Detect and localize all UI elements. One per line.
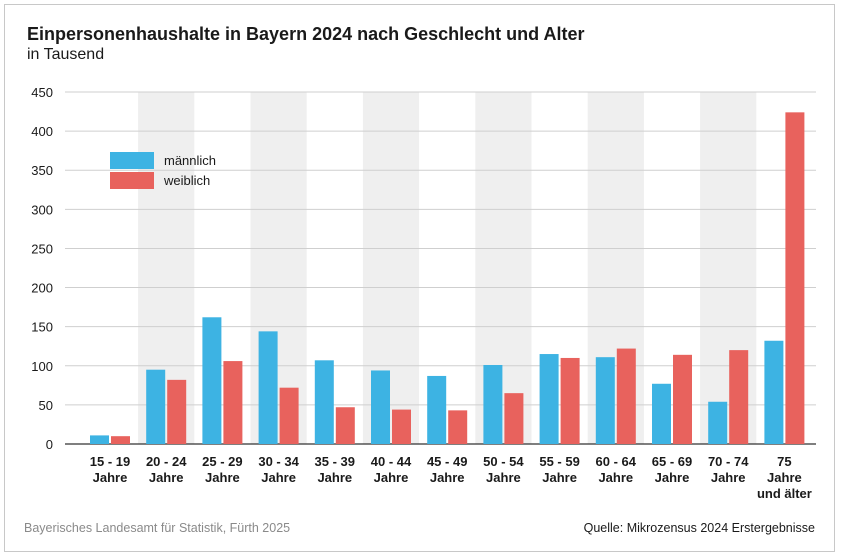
publisher-note: Bayerisches Landesamt für Statistik, Für…	[24, 521, 291, 535]
x-tick-label: 75	[777, 454, 791, 469]
x-tick-label: Jahre	[655, 470, 690, 485]
y-tick-label: 0	[46, 437, 53, 452]
y-tick-label: 100	[31, 359, 53, 374]
legend-label-maennlich: männlich	[164, 153, 216, 168]
bar-weiblich	[223, 361, 243, 444]
legend-swatch-maennlich	[110, 152, 154, 169]
legend-label-weiblich: weiblich	[163, 173, 210, 188]
x-tick-label: 50 - 54	[483, 454, 524, 469]
bar-weiblich	[504, 393, 524, 444]
bar-maennlich	[483, 364, 503, 444]
x-tick-label: 15 - 19	[90, 454, 130, 469]
bar-maennlich	[90, 435, 109, 444]
y-tick-label: 200	[31, 281, 53, 296]
legend-swatch-weiblich	[110, 172, 154, 189]
chart-subtitle: in Tausend	[27, 46, 105, 63]
x-tick-label: 60 - 64	[596, 454, 637, 469]
bar-maennlich	[427, 375, 447, 444]
x-tick-label: Jahre	[317, 470, 352, 485]
bar-maennlich	[595, 357, 615, 444]
x-tick-label: 30 - 34	[258, 454, 299, 469]
x-tick-label: Jahre	[430, 470, 465, 485]
bar-weiblich	[729, 350, 749, 444]
bar-maennlich	[258, 331, 278, 444]
bar-maennlich	[314, 360, 334, 444]
bar-weiblich	[616, 348, 636, 444]
x-tick-label: 35 - 39	[315, 454, 355, 469]
bar-weiblich	[111, 436, 130, 444]
bar-weiblich	[392, 409, 411, 444]
chart-title: Einpersonenhaushalte in Bayern 2024 nach…	[27, 24, 585, 44]
bar-weiblich	[785, 112, 805, 445]
bar-weiblich	[673, 354, 692, 444]
x-tick-label: 65 - 69	[652, 454, 692, 469]
x-tick-label: Jahre	[542, 470, 577, 485]
y-tick-label: 300	[31, 202, 53, 217]
bar-weiblich	[448, 410, 468, 444]
bar-maennlich	[146, 369, 166, 444]
y-tick-label: 450	[31, 85, 53, 100]
x-tick-label: 45 - 49	[427, 454, 467, 469]
x-tick-label: und älter	[757, 486, 812, 501]
bar-weiblich	[279, 387, 299, 444]
bar-maennlich	[539, 354, 559, 444]
x-tick-label: Jahre	[205, 470, 240, 485]
y-tick-label: 250	[31, 241, 53, 256]
x-tick-label: Jahre	[93, 470, 128, 485]
bar-maennlich	[708, 401, 728, 444]
x-tick-label: 40 - 44	[371, 454, 412, 469]
x-tick-label: 20 - 24	[146, 454, 187, 469]
bar-maennlich	[764, 340, 784, 444]
bar-weiblich	[167, 379, 187, 444]
x-tick-label: Jahre	[711, 470, 746, 485]
bar-weiblich	[335, 407, 355, 444]
x-tick-label: Jahre	[486, 470, 521, 485]
x-tick-label: Jahre	[374, 470, 409, 485]
x-tick-label: 55 - 59	[539, 454, 579, 469]
bar-maennlich	[652, 383, 671, 444]
x-tick-label: 70 - 74	[708, 454, 749, 469]
y-tick-label: 400	[31, 124, 53, 139]
bar-weiblich	[560, 357, 580, 444]
bar-maennlich	[202, 317, 222, 444]
source-note: Quelle: Mikrozensus 2024 Erstergebnisse	[583, 521, 815, 535]
x-tick-label: Jahre	[261, 470, 296, 485]
bar-maennlich	[371, 370, 390, 444]
x-tick-label: Jahre	[149, 470, 184, 485]
x-tick-label: 25 - 29	[202, 454, 242, 469]
y-tick-label: 50	[39, 398, 53, 413]
y-tick-label: 350	[31, 163, 53, 178]
x-tick-label: Jahre	[598, 470, 633, 485]
x-tick-label: Jahre	[767, 470, 802, 485]
y-tick-label: 150	[31, 320, 53, 335]
